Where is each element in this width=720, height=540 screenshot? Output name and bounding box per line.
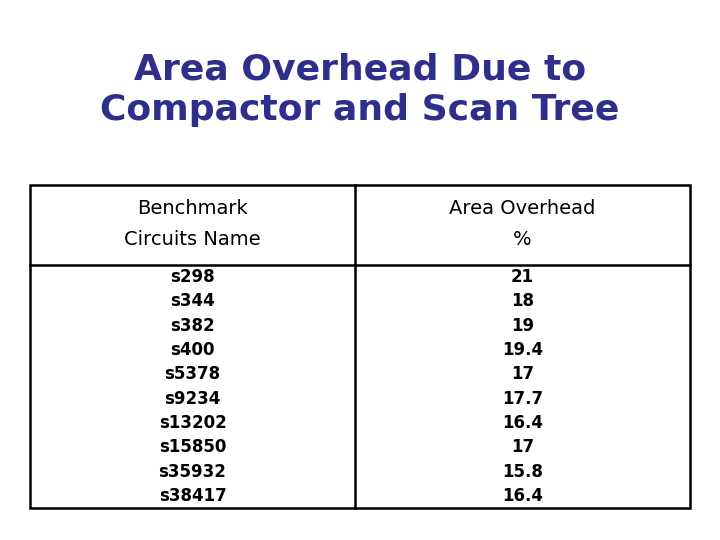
Text: Area Overhead Due to
Compactor and Scan Tree: Area Overhead Due to Compactor and Scan … bbox=[100, 52, 620, 127]
Text: s400: s400 bbox=[170, 341, 215, 359]
Text: 16.4: 16.4 bbox=[502, 487, 543, 505]
Text: s298: s298 bbox=[170, 268, 215, 286]
Text: s5378: s5378 bbox=[164, 366, 220, 383]
Text: Circuits Name: Circuits Name bbox=[124, 230, 261, 249]
Text: 19: 19 bbox=[511, 317, 534, 335]
Text: 17: 17 bbox=[511, 366, 534, 383]
Text: 18: 18 bbox=[511, 293, 534, 310]
Text: 17: 17 bbox=[511, 438, 534, 456]
Text: s38417: s38417 bbox=[158, 487, 226, 505]
Text: %: % bbox=[513, 230, 532, 249]
Text: s13202: s13202 bbox=[158, 414, 226, 432]
Text: 21: 21 bbox=[511, 268, 534, 286]
Text: 15.8: 15.8 bbox=[502, 463, 543, 481]
Text: s344: s344 bbox=[170, 293, 215, 310]
Text: s9234: s9234 bbox=[164, 390, 221, 408]
Text: s382: s382 bbox=[170, 317, 215, 335]
Text: 16.4: 16.4 bbox=[502, 414, 543, 432]
Text: s35932: s35932 bbox=[158, 463, 226, 481]
Text: s15850: s15850 bbox=[159, 438, 226, 456]
Text: Area Overhead: Area Overhead bbox=[449, 199, 595, 219]
Text: 17.7: 17.7 bbox=[502, 390, 543, 408]
Text: Benchmark: Benchmark bbox=[137, 199, 248, 219]
Text: 19.4: 19.4 bbox=[502, 341, 543, 359]
